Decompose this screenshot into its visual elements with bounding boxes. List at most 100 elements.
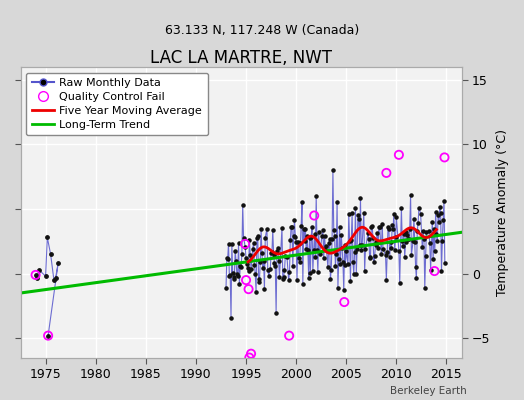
Point — [409, 238, 417, 244]
Point — [238, 251, 246, 258]
Point — [286, 237, 294, 243]
Point — [429, 256, 438, 263]
Point — [261, 234, 269, 241]
Point — [406, 226, 414, 232]
Point — [345, 238, 354, 244]
Point — [404, 236, 412, 243]
Point — [310, 246, 318, 253]
Point — [401, 239, 410, 246]
Point — [419, 227, 427, 234]
Point — [372, 238, 380, 245]
Point — [430, 268, 439, 274]
Point — [382, 276, 390, 283]
Point — [273, 247, 281, 254]
Point — [287, 224, 296, 230]
Point — [385, 225, 393, 232]
Point — [373, 230, 381, 236]
Point — [314, 269, 322, 275]
Point — [382, 170, 390, 176]
Point — [334, 285, 342, 291]
Point — [400, 230, 408, 237]
Point — [410, 216, 418, 222]
Point — [399, 243, 407, 250]
Point — [300, 226, 308, 233]
Point — [285, 277, 293, 284]
Point — [31, 272, 40, 278]
Point — [395, 248, 403, 254]
Point — [330, 227, 338, 233]
Title: LAC LA MARTRE, NWT: LAC LA MARTRE, NWT — [150, 49, 332, 67]
Point — [239, 234, 248, 241]
Point — [411, 239, 419, 245]
Point — [305, 235, 314, 241]
Point — [354, 212, 362, 218]
Point — [414, 220, 422, 226]
Point — [320, 233, 329, 240]
Point — [386, 254, 394, 260]
Point — [435, 204, 444, 210]
Point — [244, 286, 253, 292]
Point — [233, 271, 241, 277]
Point — [250, 262, 259, 268]
Point — [338, 245, 346, 251]
Point — [247, 266, 255, 272]
Point — [390, 247, 399, 254]
Point — [263, 225, 271, 232]
Point — [271, 262, 279, 269]
Point — [294, 255, 303, 261]
Point — [438, 237, 446, 244]
Point — [349, 259, 357, 266]
Point — [222, 284, 230, 291]
Point — [296, 259, 304, 265]
Point — [235, 281, 244, 287]
Point — [357, 247, 366, 254]
Point — [281, 253, 289, 260]
Point — [311, 254, 320, 260]
Point — [51, 274, 60, 281]
Point — [365, 236, 373, 242]
Point — [389, 226, 397, 232]
Point — [395, 152, 403, 158]
Point — [435, 219, 443, 225]
Point — [359, 210, 368, 216]
Point — [428, 218, 436, 225]
Point — [407, 192, 415, 198]
Point — [336, 260, 345, 267]
Point — [350, 270, 358, 277]
Point — [361, 246, 369, 252]
Point — [431, 248, 439, 255]
Point — [351, 249, 359, 255]
Point — [372, 241, 380, 248]
Point — [230, 276, 238, 282]
Point — [427, 266, 435, 273]
Point — [226, 272, 234, 278]
Point — [230, 273, 238, 280]
Point — [440, 198, 448, 204]
Point — [425, 227, 433, 234]
Point — [267, 250, 275, 256]
Point — [353, 246, 362, 252]
Point — [375, 224, 383, 230]
Point — [355, 242, 364, 248]
Point — [417, 210, 425, 217]
Point — [331, 262, 340, 269]
Point — [258, 250, 266, 256]
Point — [425, 240, 434, 246]
Point — [297, 223, 305, 229]
Point — [306, 270, 314, 276]
Point — [299, 281, 307, 287]
Point — [293, 239, 302, 245]
Point — [227, 241, 236, 248]
Point — [433, 238, 442, 244]
Point — [244, 265, 252, 271]
Point — [258, 265, 267, 271]
Point — [321, 246, 330, 252]
Point — [347, 236, 355, 243]
Point — [275, 274, 283, 280]
Point — [241, 244, 249, 250]
Point — [288, 224, 296, 230]
Point — [243, 261, 251, 268]
Point — [241, 241, 249, 247]
Point — [396, 280, 404, 286]
Point — [422, 228, 431, 235]
